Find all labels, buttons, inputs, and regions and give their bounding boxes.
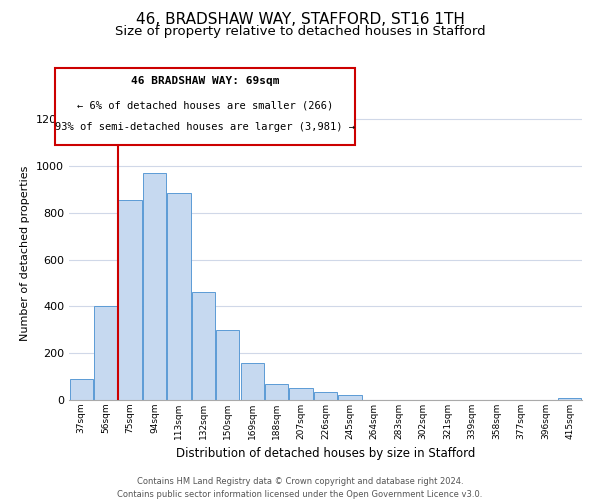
Bar	[143, 173, 166, 400]
Bar	[118, 200, 142, 400]
Bar	[70, 379, 93, 400]
Text: Size of property relative to detached houses in Stafford: Size of property relative to detached ho…	[115, 25, 485, 38]
Bar	[167, 193, 191, 400]
Text: ← 6% of detached houses are smaller (266): ← 6% of detached houses are smaller (266…	[77, 100, 334, 110]
Text: Contains HM Land Registry data © Crown copyright and database right 2024.: Contains HM Land Registry data © Crown c…	[137, 478, 463, 486]
Bar	[94, 306, 117, 400]
Bar	[338, 396, 362, 400]
Text: 93% of semi-detached houses are larger (3,981) →: 93% of semi-detached houses are larger (…	[55, 122, 355, 132]
Text: 46 BRADSHAW WAY: 69sqm: 46 BRADSHAW WAY: 69sqm	[131, 76, 280, 86]
Bar	[241, 362, 264, 400]
Bar	[289, 388, 313, 400]
Bar	[265, 384, 288, 400]
Bar	[192, 292, 215, 400]
X-axis label: Distribution of detached houses by size in Stafford: Distribution of detached houses by size …	[176, 448, 475, 460]
Bar	[558, 398, 581, 400]
Bar	[314, 392, 337, 400]
Text: 46, BRADSHAW WAY, STAFFORD, ST16 1TH: 46, BRADSHAW WAY, STAFFORD, ST16 1TH	[136, 12, 464, 28]
Bar	[216, 330, 239, 400]
Y-axis label: Number of detached properties: Number of detached properties	[20, 166, 31, 342]
Text: Contains public sector information licensed under the Open Government Licence v3: Contains public sector information licen…	[118, 490, 482, 499]
